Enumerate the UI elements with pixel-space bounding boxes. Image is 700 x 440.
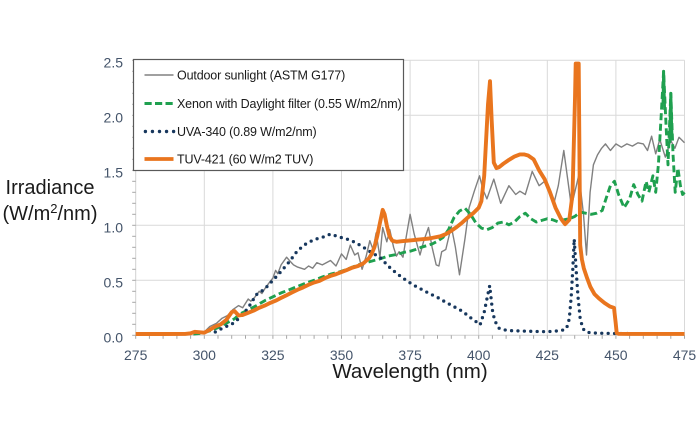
svg-text:Outdoor sunlight (ASTM G177): Outdoor sunlight (ASTM G177) bbox=[177, 69, 345, 83]
svg-text:1.0: 1.0 bbox=[104, 219, 124, 235]
svg-text:2.0: 2.0 bbox=[104, 109, 124, 125]
svg-text:0.0: 0.0 bbox=[104, 329, 124, 345]
svg-text:Irradiance: Irradiance bbox=[6, 177, 95, 199]
svg-text:Wavelength (nm): Wavelength (nm) bbox=[332, 360, 487, 383]
svg-text:TUV-421 (60 W/m2 TUV): TUV-421 (60 W/m2 TUV) bbox=[177, 153, 313, 167]
svg-text:425: 425 bbox=[536, 347, 560, 363]
svg-text:300: 300 bbox=[193, 347, 217, 363]
svg-text:450: 450 bbox=[604, 347, 628, 363]
svg-text:350: 350 bbox=[330, 347, 354, 363]
svg-text:Xenon with Daylight filter (0.: Xenon with Daylight filter (0.55 W/m2/nm… bbox=[177, 97, 402, 111]
svg-text:UVA-340 (0.89 W/m2/nm): UVA-340 (0.89 W/m2/nm) bbox=[177, 125, 317, 139]
svg-text:375: 375 bbox=[398, 347, 422, 363]
svg-text:325: 325 bbox=[261, 347, 285, 363]
svg-text:0.5: 0.5 bbox=[104, 274, 124, 290]
svg-text:275: 275 bbox=[124, 347, 148, 363]
svg-text:475: 475 bbox=[673, 347, 697, 363]
svg-text:2.5: 2.5 bbox=[104, 54, 124, 70]
svg-text:1.5: 1.5 bbox=[104, 164, 124, 180]
svg-text:400: 400 bbox=[467, 347, 491, 363]
svg-text:(W/m2/nm): (W/m2/nm) bbox=[3, 201, 98, 225]
